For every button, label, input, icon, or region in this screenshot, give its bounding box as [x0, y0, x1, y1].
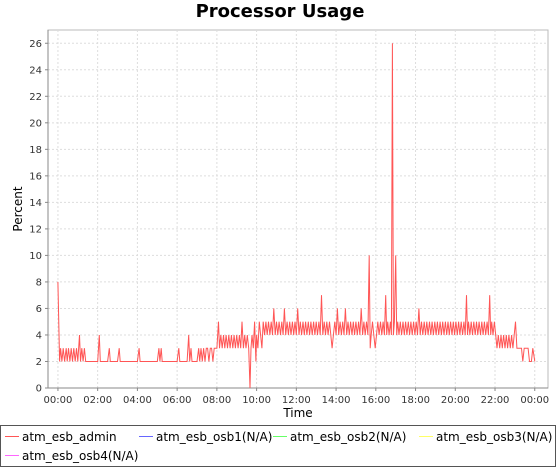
- legend-swatch: [5, 455, 19, 456]
- y-tick-label: 6: [36, 304, 42, 315]
- x-tick-label: 00:00: [520, 395, 549, 406]
- legend-label: atm_esb_osb1(N/A): [156, 430, 272, 444]
- y-tick-label: 20: [29, 118, 42, 129]
- x-axis-title: Time: [282, 406, 312, 420]
- y-tick-label: 18: [29, 145, 42, 156]
- x-tick-label: 10:00: [242, 395, 271, 406]
- y-axis-title: Percent: [11, 186, 25, 231]
- x-tick-label: 16:00: [361, 395, 390, 406]
- legend-swatch: [419, 436, 433, 437]
- legend-item: atm_esb_admin: [5, 428, 117, 446]
- x-tick-label: 18:00: [401, 395, 430, 406]
- x-tick-label: 02:00: [83, 395, 112, 406]
- y-tick-label: 26: [29, 39, 42, 50]
- y-tick-label: 0: [36, 384, 42, 395]
- x-tick-label: 20:00: [441, 395, 470, 406]
- x-tick-label: 06:00: [163, 395, 192, 406]
- legend-label: atm_esb_admin: [22, 430, 117, 444]
- x-tick-label: 04:00: [123, 395, 152, 406]
- y-tick-label: 14: [29, 198, 42, 209]
- x-tick-label: 22:00: [481, 395, 510, 406]
- y-tick-label: 12: [29, 224, 42, 235]
- y-tick-label: 16: [29, 171, 42, 182]
- y-tick-label: 4: [36, 330, 42, 341]
- legend: atm_esb_admin atm_esb_osb1(N/A) atm_esb_os…: [0, 425, 556, 467]
- legend-label: atm_esb_osb2(N/A): [290, 430, 406, 444]
- y-tick-label: 8: [36, 277, 42, 288]
- x-tick-label: 14:00: [322, 395, 351, 406]
- x-tick-label: 08:00: [202, 395, 231, 406]
- legend-label: atm_esb_osb4(N/A): [22, 449, 138, 463]
- y-tick-label: 24: [29, 65, 42, 76]
- legend-swatch: [5, 436, 19, 437]
- x-tick-label: 00:00: [44, 395, 73, 406]
- y-tick-label: 2: [36, 357, 42, 368]
- legend-label: atm_esb_osb3(N/A): [436, 430, 552, 444]
- legend-swatch: [273, 436, 287, 437]
- legend-item: atm_esb_osb2(N/A): [273, 428, 406, 446]
- legend-item: atm_esb_osb1(N/A): [139, 428, 272, 446]
- y-tick-label: 10: [29, 251, 42, 262]
- x-tick-label: 12:00: [282, 395, 311, 406]
- legend-swatch: [139, 436, 153, 437]
- legend-item: atm_esb_osb3(N/A): [419, 428, 552, 446]
- legend-item: atm_esb_osb4(N/A): [5, 447, 138, 465]
- y-tick-label: 22: [29, 92, 42, 103]
